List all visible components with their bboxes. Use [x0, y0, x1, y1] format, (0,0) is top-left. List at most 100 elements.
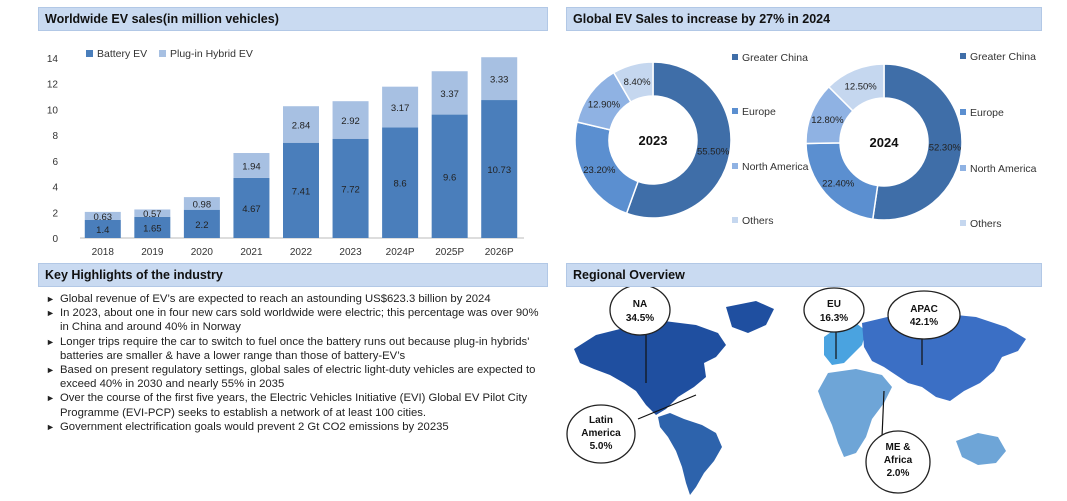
- data-label-phev: 1.94: [242, 161, 261, 172]
- data-label-phev: 3.17: [391, 103, 410, 114]
- legend-label-phev: Plug-in Hybrid EV: [170, 48, 253, 60]
- data-label-phev: 2.92: [341, 116, 360, 127]
- region-value-latam: 5.0%: [590, 441, 613, 452]
- donut-value-label: 12.80%: [811, 115, 844, 126]
- bar-battery-ev: [382, 127, 419, 238]
- region-bubble-na: NA 34.5%: [609, 287, 671, 336]
- highlights-header: Key Highlights of the industry: [38, 263, 548, 287]
- region-name-mea-line1: ME &: [886, 442, 911, 453]
- y-tick-label: 0: [52, 234, 58, 245]
- region-north-america-shape: [574, 321, 726, 415]
- region-bubble-latam: Latin America 5.0%: [566, 404, 636, 464]
- region-me-africa-shape: [818, 369, 892, 457]
- region-bubble-apac: APAC 42.1%: [887, 290, 961, 340]
- donut-value-label: 52.30%: [929, 142, 962, 153]
- bar-battery-ev: [431, 114, 468, 238]
- y-tick-label: 12: [47, 80, 59, 91]
- donut-slice-others: [612, 61, 654, 104]
- donut-slice-greater-china: [871, 63, 963, 221]
- regional-title: Regional Overview: [573, 268, 685, 282]
- data-label-phev: 2.84: [292, 120, 311, 131]
- x-tick-label: 2025P: [435, 247, 464, 258]
- donut-value-label: 55.50%: [697, 146, 730, 157]
- data-label-battery-ev: 7.41: [292, 186, 311, 197]
- bar-phev: [183, 197, 220, 210]
- region-europe-shape: [824, 323, 866, 365]
- highlight-item: Global revenue of EV’s are expected to r…: [46, 292, 546, 306]
- callout-line-latam: [637, 394, 697, 420]
- donut-legend-label: Greater China: [970, 51, 1036, 63]
- legend-swatch-phev: [159, 50, 166, 57]
- donut-slice-others: [827, 63, 885, 112]
- bar-phev: [382, 86, 419, 128]
- x-tick-label: 2018: [92, 247, 115, 258]
- bar-phev: [233, 153, 270, 178]
- y-tick-label: 10: [47, 105, 59, 116]
- data-label-battery-ev: 4.67: [242, 204, 261, 215]
- donut-value-label: 22.40%: [822, 178, 855, 189]
- data-label-battery-ev: 8.6: [394, 179, 407, 190]
- donut-chart-header: Global EV Sales to increase by 27% in 20…: [566, 7, 1042, 31]
- legend-label-battery-ev: Battery EV: [97, 48, 147, 60]
- x-tick-label: 2024P: [386, 247, 415, 258]
- x-tick-label: 2022: [290, 247, 313, 258]
- region-latin-america-shape: [658, 413, 722, 495]
- data-label-phev: 3.37: [440, 89, 459, 100]
- donut-legend-label: Others: [742, 215, 774, 227]
- bar-phev: [283, 106, 319, 143]
- donut-center-label: 2023: [639, 133, 668, 148]
- region-value-eu: 16.3%: [820, 313, 848, 324]
- bar-phev: [84, 211, 121, 220]
- ev-sales-bar-chart: Battery EV Plug-in Hybrid EV 0 2 4 6 8 10 12 14…: [47, 48, 524, 258]
- region-value-apac: 42.1%: [910, 317, 938, 328]
- bar-phev: [431, 71, 468, 115]
- region-name-latam-line1: Latin: [589, 415, 613, 426]
- donut-legend-label: Europe: [970, 107, 1004, 119]
- bar-battery-ev: [233, 177, 270, 238]
- donut-chart-title: Global EV Sales to increase by 27% in 20…: [573, 12, 831, 26]
- donut-legend-label: North America: [970, 163, 1037, 175]
- y-tick-label: 2: [52, 208, 58, 219]
- x-tick-label: 2020: [191, 247, 214, 258]
- data-label-phev: 0.98: [193, 199, 212, 210]
- donut-value-label: 12.90%: [588, 100, 621, 111]
- bar-battery-ev: [283, 142, 319, 238]
- bar-battery-ev: [332, 138, 369, 238]
- y-tick-label: 4: [52, 183, 58, 194]
- bar-chart-title: Worldwide EV sales(in million vehicles): [45, 12, 279, 26]
- donut-value-label: 12.50%: [845, 82, 878, 93]
- data-label-battery-ev: 10.73: [487, 165, 511, 176]
- region-bubble-mea: ME & Africa 2.0%: [865, 430, 931, 494]
- bar-chart-header: Worldwide EV sales(in million vehicles): [38, 7, 548, 31]
- region-name-mea-line2: Africa: [884, 455, 913, 466]
- y-tick-label: 14: [47, 54, 59, 65]
- bar-phev: [134, 209, 171, 217]
- legend-swatch-battery-ev: [86, 50, 93, 57]
- x-tick-label: 2021: [240, 247, 263, 258]
- highlight-item: Over the course of the first five years,…: [46, 391, 546, 419]
- bar-battery-ev: [134, 216, 171, 238]
- region-name-latam-line2: America: [581, 428, 621, 439]
- x-tick-label: 2023: [339, 247, 362, 258]
- region-value-mea: 2.0%: [887, 468, 910, 479]
- bar-phev: [481, 57, 518, 101]
- donut-legend-swatch: [960, 220, 966, 226]
- donut-value-label: 23.20%: [583, 165, 616, 176]
- data-label-battery-ev: 1.4: [96, 225, 109, 236]
- bar-battery-ev: [481, 100, 518, 239]
- donut-slice-greater-china: [625, 61, 732, 219]
- y-tick-label: 8: [52, 131, 58, 142]
- region-name-na: NA: [633, 299, 647, 310]
- donut-legend-swatch: [732, 163, 738, 169]
- bar-legend: Battery EV Plug-in Hybrid EV: [86, 48, 253, 60]
- donut-legend-swatch: [960, 109, 966, 115]
- bar-battery-ev: [183, 209, 220, 238]
- donut-legend-label: North America: [742, 161, 809, 173]
- donut-legend-label: Europe: [742, 106, 776, 118]
- regional-world-map: NA 34.5% EU 16.3% APAC 42.1% Latin Ameri…: [566, 287, 1026, 495]
- highlights-list: Global revenue of EV’s are expected to r…: [46, 292, 546, 434]
- data-label-phev: 3.33: [490, 75, 509, 86]
- data-label-battery-ev: 7.72: [341, 184, 360, 195]
- data-label-battery-ev: 2.2: [195, 220, 208, 231]
- data-label-battery-ev: 9.6: [443, 172, 456, 183]
